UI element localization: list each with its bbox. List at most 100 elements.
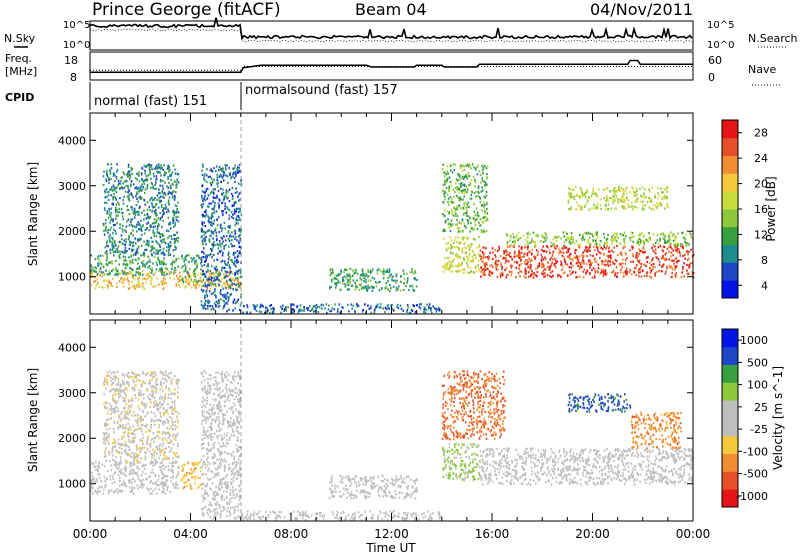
power-cell — [109, 251, 112, 254]
power-cell — [505, 249, 507, 252]
power-cell — [236, 300, 239, 303]
power-cell — [632, 208, 634, 211]
power-cell — [541, 234, 543, 237]
power-cell — [466, 188, 469, 191]
power-cell — [161, 195, 164, 198]
power-cell — [605, 242, 607, 245]
power-cell — [345, 277, 348, 280]
power-cell — [456, 245, 458, 248]
power-cell — [603, 197, 605, 200]
power-cell — [225, 270, 228, 274]
power-cell — [155, 268, 158, 271]
power-cell — [612, 262, 614, 265]
velocity-cell — [120, 468, 123, 471]
power-cell — [346, 275, 349, 278]
power-cell — [360, 278, 363, 281]
power-cell — [186, 281, 188, 284]
power-cell — [210, 217, 212, 220]
power-cell — [678, 251, 681, 254]
power-cell — [233, 210, 236, 213]
power-cell — [336, 274, 338, 277]
power-cell — [616, 232, 618, 235]
power-cell — [122, 285, 125, 288]
power-cell — [120, 208, 123, 211]
power-cell — [596, 270, 598, 273]
power-cell — [594, 260, 596, 263]
power-cell — [332, 272, 334, 275]
power-cell — [348, 273, 350, 276]
power-cell — [172, 164, 175, 167]
power-cell — [124, 249, 126, 252]
power-cell — [412, 272, 415, 275]
power-cell — [125, 179, 127, 182]
power-cell — [596, 231, 599, 234]
power-cell — [668, 250, 671, 253]
power-cell — [645, 272, 648, 275]
power-cell — [672, 233, 675, 236]
power-cell — [206, 301, 209, 304]
power-cell — [359, 274, 362, 277]
power-cell — [104, 251, 107, 254]
power-cell — [615, 195, 618, 198]
power-cell — [237, 298, 240, 301]
power-cell — [492, 251, 494, 254]
power-cell — [204, 210, 206, 213]
power-cell — [148, 229, 151, 232]
power-cell — [123, 278, 126, 281]
power-cell — [114, 189, 116, 192]
power-cell — [222, 167, 224, 170]
power-cell — [477, 214, 480, 217]
power-cell — [202, 224, 204, 227]
power-cell — [361, 310, 364, 313]
power-cell — [213, 178, 215, 181]
power-cell — [467, 215, 469, 218]
power-cell — [636, 193, 639, 196]
power-cell — [151, 167, 153, 170]
power-cell — [482, 221, 485, 225]
power-cell — [629, 191, 631, 194]
power-cell — [126, 264, 129, 267]
power-cell — [479, 200, 482, 204]
power-cell — [205, 271, 208, 274]
power-cell — [213, 266, 216, 269]
power-cell — [388, 268, 391, 271]
power-cell — [218, 240, 221, 243]
power-cell — [581, 239, 584, 242]
power-cell — [270, 308, 272, 311]
power-cell — [477, 187, 480, 190]
velocity-cell — [171, 470, 174, 473]
power-cell — [375, 306, 377, 309]
power-cell — [138, 285, 141, 288]
power-cell — [448, 203, 450, 206]
power-cell — [236, 207, 239, 210]
velocity-cell — [91, 492, 94, 495]
power-cell — [159, 233, 162, 236]
power-cell — [565, 235, 568, 239]
power-cell — [148, 258, 151, 261]
velocity-cell — [152, 373, 154, 376]
velocity-cell — [162, 423, 165, 426]
power-cell — [570, 237, 573, 240]
velocity-cell — [165, 439, 168, 442]
power-cell — [156, 213, 158, 216]
power-cell — [219, 298, 222, 301]
power-cell — [414, 277, 417, 280]
power-cell — [226, 275, 228, 278]
power-cell — [238, 192, 241, 195]
power-cell — [460, 177, 463, 180]
power-cell — [676, 260, 679, 263]
power-cell — [657, 204, 659, 207]
power-cell — [243, 305, 245, 308]
power-cell — [157, 165, 160, 168]
power-cell — [128, 247, 131, 250]
power-cell — [457, 196, 459, 199]
power-cell — [190, 286, 193, 289]
power-cell — [223, 179, 225, 182]
velocity-cell — [157, 418, 160, 421]
power-cell — [441, 189, 444, 192]
power-cell — [640, 265, 642, 268]
velocity-cell — [102, 432, 105, 435]
power-cell — [550, 245, 552, 248]
power-cell — [528, 250, 531, 254]
power-cell — [597, 263, 600, 266]
